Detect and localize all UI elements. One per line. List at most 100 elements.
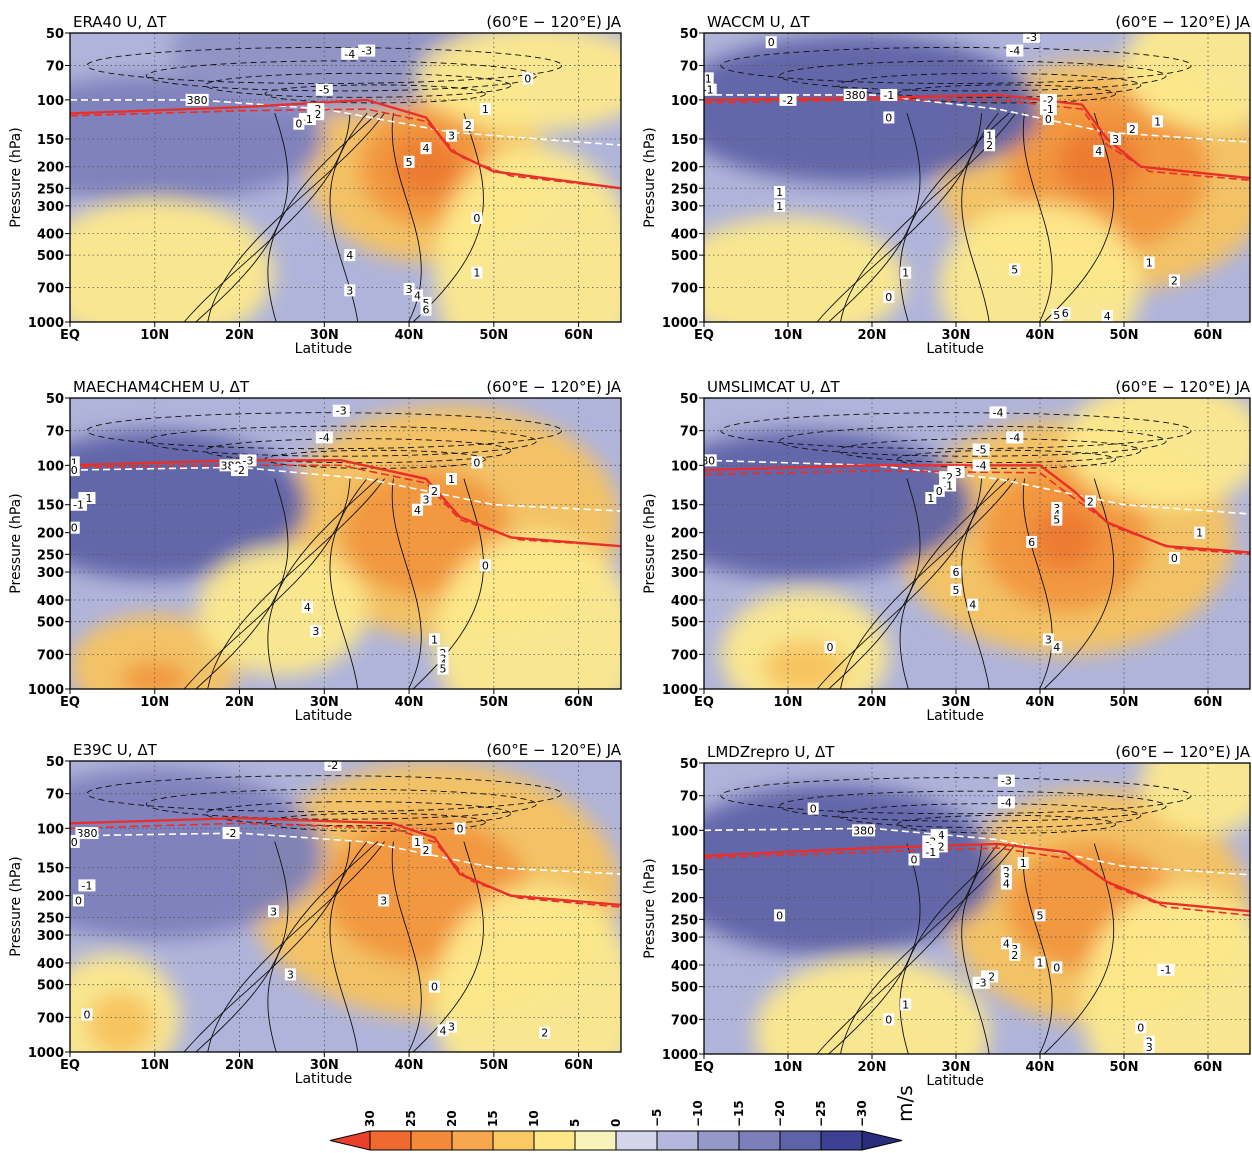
colorbar-tick-label: 15: [486, 1110, 500, 1127]
y-tick-label: 1000: [28, 316, 64, 331]
shading-blob: [1140, 763, 1250, 835]
y-tick-label: 400: [37, 594, 64, 609]
contour-label: 380: [76, 827, 97, 840]
x-tick-label: 40N: [1026, 695, 1055, 710]
y-tick-label: 250: [37, 182, 64, 197]
y-axis-label: Pressure (hPa): [642, 127, 658, 227]
y-tick-label: 250: [671, 913, 698, 928]
y-tick-label: 700: [37, 1011, 64, 1026]
contours: [720, 412, 1192, 689]
contour-label: -1: [883, 89, 894, 102]
contour-line: [1043, 478, 1115, 689]
contour-line-negative: [205, 72, 512, 98]
panel-6: -3-40380-4-3-2-1012345043210-1-2-310023L…: [642, 743, 1251, 1089]
contour-line: [207, 112, 385, 322]
contour-line-negative: [720, 777, 1192, 815]
contour-line-negative: [86, 775, 563, 813]
contour-label-box: [1110, 132, 1122, 145]
contour-label-box: [344, 249, 356, 262]
contour-label: 0: [431, 981, 438, 994]
shading-blob: [70, 198, 274, 322]
panel-region-label: (60°E − 120°E) JA: [1115, 743, 1250, 761]
y-tick-label: 200: [37, 527, 64, 542]
contour-label: 0: [473, 212, 480, 225]
y-tick-label: 50: [680, 27, 698, 42]
colorbar-tick-label: 30: [363, 1110, 377, 1127]
contour-label-box: [1006, 44, 1024, 57]
contour-line-negative: [837, 803, 1142, 829]
contour-label: -2: [234, 464, 245, 477]
grid: [70, 761, 621, 1052]
x-tick-label: EQ: [694, 1060, 714, 1075]
contour-label: 0: [482, 559, 489, 572]
panel-region-label: (60°E − 120°E) JA: [1115, 378, 1250, 396]
contour-label-box: [378, 894, 390, 907]
y-tick-label: 70: [46, 59, 64, 74]
contour-label: 5: [423, 297, 430, 310]
y-tick-label: 300: [671, 200, 698, 215]
contour-label: 4: [346, 249, 353, 262]
contour-label-box: [429, 484, 441, 497]
x-tick-label: 50N: [479, 1058, 508, 1073]
y-tick-label: 100: [37, 459, 64, 474]
contour-label-box: [950, 566, 962, 579]
contour-label-box: [420, 493, 432, 506]
tropopause-line: [704, 464, 1250, 554]
y-tick-label: 70: [680, 59, 698, 74]
tropopause-line: [70, 816, 621, 907]
contour-label-box: [1143, 1040, 1155, 1053]
x-tick-label: 20N: [858, 695, 887, 710]
y-tick-label: 150: [671, 864, 698, 879]
contour-label: 4: [1053, 641, 1060, 654]
x-tick-label: 30N: [942, 1060, 971, 1075]
contour-label: 4: [969, 599, 976, 612]
contour-label-box: [1000, 877, 1012, 890]
colorbar-tick-label: −10: [691, 1100, 705, 1127]
contour-label-box: [1042, 113, 1054, 126]
contour-label-box: [315, 431, 333, 444]
contour-line-negative: [86, 412, 563, 450]
y-tick-label: 500: [37, 616, 64, 631]
contour-label-box: [908, 853, 920, 866]
y-tick-label: 700: [671, 648, 698, 663]
contour-label: 3: [346, 284, 353, 297]
contour-line: [961, 478, 999, 689]
shading-blob: [197, 547, 367, 676]
contour-label: 3: [270, 905, 277, 918]
contour-label-box: [807, 802, 819, 815]
x-tick-label: 60N: [1194, 695, 1223, 710]
x-tick-label: 60N: [1194, 1060, 1223, 1075]
colorbar-units-label: m/s: [893, 1085, 917, 1122]
contour-label: 0: [71, 464, 78, 477]
contour-label: 1: [473, 267, 480, 280]
contour-label: 0: [71, 836, 78, 849]
plot-area: 10-1-10-3-4-3380-20123404312345: [70, 398, 621, 689]
x-tick-label: 50N: [479, 695, 508, 710]
tropopause-line: [70, 98, 621, 190]
contour-label-box: [883, 290, 895, 303]
y-tick-label: 300: [37, 566, 64, 581]
contour-label: 0: [768, 36, 775, 49]
contour-line-negative: [720, 412, 1192, 450]
y-tick-label: 400: [37, 228, 64, 243]
shading-blob: [434, 532, 621, 689]
contour-label-box: [989, 406, 1007, 419]
x-tick-label: 10N: [774, 328, 803, 343]
contour-label-box: [997, 774, 1015, 787]
colorbar-tick-label: −30: [855, 1100, 869, 1127]
contour-label: 80: [701, 454, 715, 467]
contour-label: 0: [776, 909, 783, 922]
contour-label: -1: [925, 846, 936, 859]
y-axis-label: Pressure (hPa): [8, 856, 24, 956]
colorbar-segment: [779, 1130, 822, 1151]
contour-label: 4: [1003, 878, 1010, 891]
colorbar-tick-label: 0: [609, 1119, 623, 1127]
x-tick-label: 40N: [395, 1058, 424, 1073]
contour-label-box: [70, 498, 87, 511]
contour-label: 0: [1053, 961, 1060, 974]
y-axis-label: Pressure (hPa): [8, 493, 24, 593]
y-tick-label: 50: [680, 392, 698, 407]
